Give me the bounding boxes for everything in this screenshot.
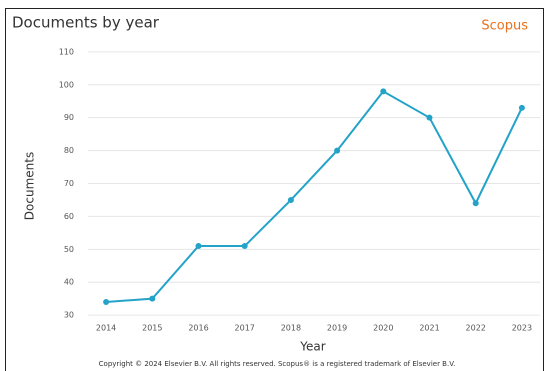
x-tick-label: 2014	[96, 324, 116, 333]
x-tick-label: 2015	[142, 324, 162, 333]
data-point	[380, 88, 387, 95]
y-tick-label: 80	[64, 146, 74, 155]
y-tick-label: 50	[64, 245, 74, 254]
y-tick-label: 90	[64, 113, 74, 122]
data-point	[195, 243, 202, 250]
x-tick-label: 2021	[419, 324, 439, 333]
data-point	[426, 114, 433, 121]
y-tick-label: 30	[64, 311, 74, 320]
data-point	[241, 243, 248, 250]
chart-frame	[5, 8, 544, 371]
y-tick-label: 70	[64, 179, 74, 188]
data-point	[518, 104, 525, 111]
x-tick-label: 2020	[373, 324, 393, 333]
x-axis-label: Year	[299, 340, 325, 354]
data-line	[106, 90, 523, 303]
y-axis-label: Documents	[23, 152, 37, 220]
data-point	[472, 200, 479, 207]
data-point	[103, 298, 110, 305]
data-point	[334, 147, 341, 154]
x-tick-label: 2018	[281, 324, 301, 333]
x-tick-label: 2019	[327, 324, 347, 333]
y-tick-label: 110	[59, 47, 74, 56]
y-tick-label: 100	[59, 80, 74, 89]
chart-title: Documents by year	[12, 14, 160, 32]
y-tick-label: 40	[64, 278, 74, 287]
data-point	[287, 196, 294, 203]
x-tick-label: 2017	[235, 324, 255, 333]
data-point	[149, 295, 156, 302]
brand: Scopus	[481, 19, 528, 34]
y-tick-label: 60	[64, 212, 74, 221]
x-tick-label: 2016	[188, 324, 208, 333]
x-tick-label: 2023	[512, 324, 532, 333]
x-tick-label: 2022	[466, 324, 486, 333]
footer: Copyright © 2024 Elsevier B.V. All right…	[99, 360, 456, 368]
